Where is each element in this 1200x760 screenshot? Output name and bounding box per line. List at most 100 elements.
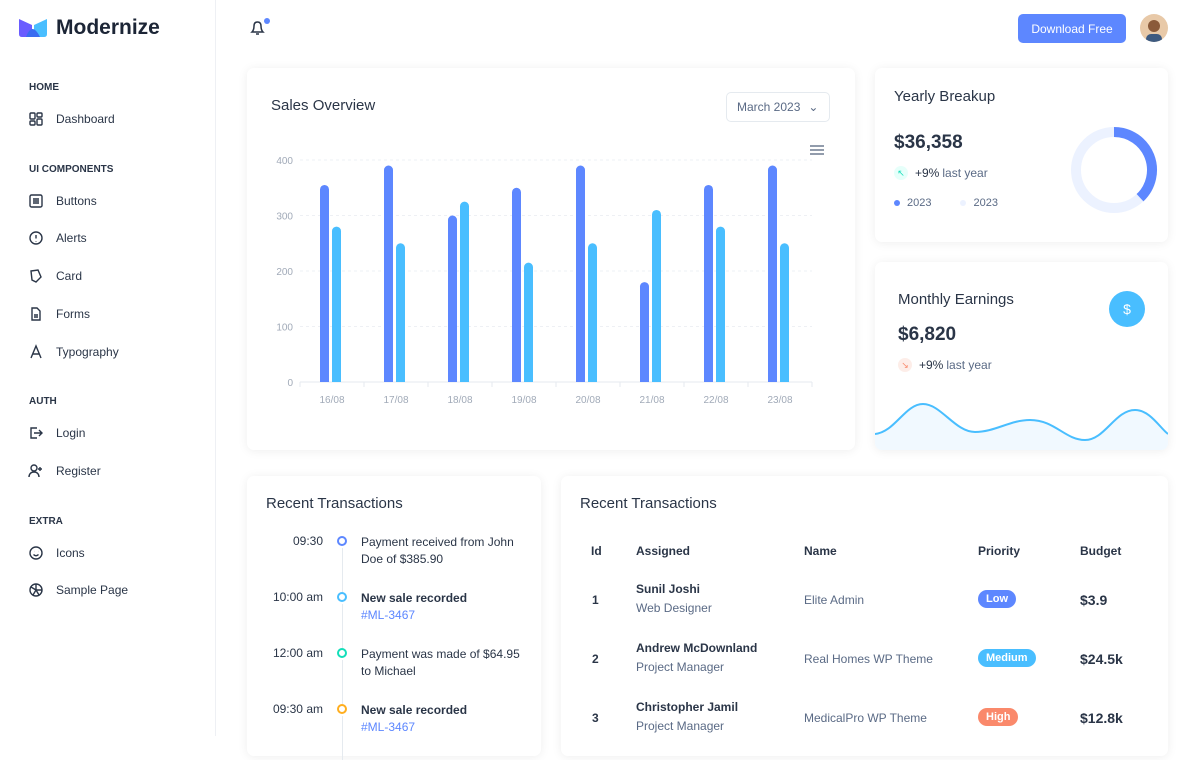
budget: $12.8k <box>1080 710 1123 726</box>
sales-overview-card: Sales Overview March 2023 ⌄ 0 100 200 300 400… <box>247 68 855 450</box>
file-icon <box>31 307 41 321</box>
budget: $24.5k <box>1080 651 1123 667</box>
section-heading: HOME <box>29 82 59 93</box>
legend-dot <box>894 200 900 206</box>
sidebar-item-label: Forms <box>56 306 90 321</box>
card-title: Recent Transactions <box>266 495 403 512</box>
sidebar-item-dashboard[interactable]: Dashboard <box>28 111 115 127</box>
buttons-icon <box>29 193 43 208</box>
bar <box>780 243 789 382</box>
sidebar-item-label: Buttons <box>56 193 97 208</box>
mood-icon <box>29 545 43 560</box>
chart-menu-icon[interactable] <box>810 144 824 156</box>
priority-badge: Low <box>978 590 1016 608</box>
row-id: 3 <box>592 711 599 725</box>
bar <box>716 226 725 382</box>
bar <box>512 187 521 382</box>
y-tick-label: 400 <box>276 156 293 167</box>
monthly-earnings-card: Monthly Earnings $ $6,820 ↘ +9% last year <box>875 262 1168 450</box>
assignee-name: Andrew McDownland <box>636 641 758 655</box>
timeline-dot <box>337 648 347 658</box>
priority-badge: High <box>978 708 1019 726</box>
month-select[interactable]: March 2023 ⌄ <box>726 92 830 122</box>
assignee-name: Christopher Jamil <box>636 700 739 714</box>
project-name: Elite Admin <box>804 593 865 607</box>
arrow-up-left-icon: ↖ <box>894 166 908 180</box>
recent-transactions-timeline-card: Recent Transactions 09:30 Payment receive… <box>247 476 541 760</box>
budget: $3.9 <box>1080 592 1108 608</box>
bar <box>652 209 661 382</box>
user-plus-icon <box>28 464 42 477</box>
sidebar-item-typography[interactable]: Typography <box>28 343 119 360</box>
logo[interactable]: Modernize <box>18 16 160 40</box>
sidebar-item-icons[interactable]: Icons <box>28 545 85 561</box>
y-tick-label: 0 <box>287 378 293 389</box>
bar <box>588 243 597 382</box>
avatar[interactable] <box>1140 14 1168 42</box>
card-icon <box>30 269 42 283</box>
trend-value: +9% <box>919 358 944 372</box>
card-title: Monthly Earnings <box>898 291 1014 308</box>
assignee-role: Project Manager <box>636 719 725 733</box>
download-free-button[interactable]: Download Free <box>1018 14 1126 43</box>
row-id: 2 <box>592 652 599 666</box>
assignee-role: Project Manager <box>636 660 725 674</box>
x-tick-label: 20/08 <box>575 395 600 406</box>
timeline-dot <box>337 704 347 714</box>
sidebar-item-sample-page[interactable]: Sample Page <box>28 582 128 598</box>
column-header: Name <box>804 544 837 558</box>
bar <box>768 165 777 382</box>
sidebar-item-label: Alerts <box>56 231 87 246</box>
column-header: Priority <box>978 544 1021 558</box>
dashboard-icon <box>29 112 43 126</box>
legend-dot <box>960 200 967 206</box>
recent-transactions-table-card: Recent Transactions Id Assigned Name Priori… <box>561 476 1168 756</box>
x-tick-label: 17/08 <box>383 395 408 406</box>
brand-name: Modernize <box>56 16 160 39</box>
sidebar-item-card[interactable]: Card <box>28 268 82 284</box>
sidebar-item-alerts[interactable]: Alerts <box>28 230 87 246</box>
x-tick-label: 22/08 <box>703 395 728 406</box>
project-name: MedicalPro WP Theme <box>804 711 927 725</box>
yearly-amount: $36,358 <box>894 132 963 153</box>
monthly-amount: $6,820 <box>898 324 957 345</box>
column-header: Budget <box>1080 544 1122 558</box>
bar <box>640 282 649 382</box>
bar <box>576 165 585 382</box>
bell-icon <box>250 18 270 35</box>
sidebar-item-buttons[interactable]: Buttons <box>28 193 97 209</box>
select-value: March 2023 <box>737 100 801 114</box>
bar <box>524 262 533 382</box>
timeline-text: Payment received from John Doe of $385.9… <box>361 535 514 566</box>
earnings-sparkline <box>875 402 1168 450</box>
legend-label: 2023 <box>973 197 998 209</box>
y-tick-label: 100 <box>276 323 293 334</box>
card-title: Recent Transactions <box>580 495 717 512</box>
x-tick-label: 16/08 <box>319 395 344 406</box>
x-tick-label: 21/08 <box>639 395 664 406</box>
timeline-time: 10:00 am <box>272 590 323 604</box>
bar <box>704 184 713 382</box>
timeline-link[interactable]: #ML-3467 <box>361 720 416 734</box>
trend-text: last year <box>946 358 992 372</box>
timeline-text: New sale recorded <box>361 703 468 717</box>
dollar-icon: $ <box>1109 291 1145 327</box>
sidebar-item-label: Sample Page <box>56 583 129 598</box>
chevron-down-icon: ⌄ <box>808 100 819 114</box>
sidebar-item-forms[interactable]: Forms <box>28 306 90 322</box>
bar <box>320 184 329 382</box>
notifications-button[interactable] <box>248 18 272 43</box>
bar <box>384 165 393 382</box>
x-tick-label: 18/08 <box>447 395 472 406</box>
bar <box>332 226 341 382</box>
assignee-role: Web Designer <box>636 601 712 615</box>
sidebar-item-register[interactable]: Register <box>28 463 101 479</box>
timeline-dot <box>337 592 347 602</box>
sidebar-item-login[interactable]: Login <box>28 425 85 441</box>
alert-circle-icon <box>29 231 43 246</box>
card-title: Sales Overview <box>271 97 376 114</box>
trend-text: last year <box>942 166 988 180</box>
timeline-link[interactable]: #ML-3467 <box>361 608 416 622</box>
assignee-name: Sunil Joshi <box>636 582 701 596</box>
login-icon <box>30 427 43 439</box>
